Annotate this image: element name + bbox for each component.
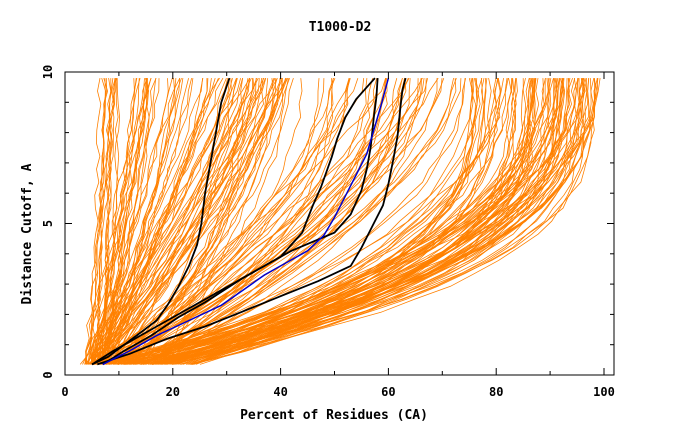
background-series-line — [102, 78, 580, 365]
background-series-line — [152, 78, 478, 365]
background-series-line — [152, 78, 498, 365]
background-series-line — [105, 78, 160, 365]
background-series-line — [111, 77, 423, 365]
background-series-line — [95, 77, 227, 365]
x-tick-label: 60 — [381, 385, 395, 399]
background-series-line — [112, 78, 443, 365]
background-series-line — [88, 77, 386, 365]
x-tick-label: 20 — [166, 385, 180, 399]
background-series-line — [98, 78, 212, 365]
reference-series-line — [102, 77, 390, 366]
background-series-line — [171, 78, 589, 365]
background-series-line — [165, 78, 512, 365]
background-series-line — [94, 77, 457, 365]
highlight-series-model-b — [102, 77, 376, 366]
background-series-line — [107, 78, 120, 365]
background-series-line — [130, 78, 504, 365]
background-series-line — [126, 77, 409, 365]
background-series-line — [94, 77, 410, 365]
background-series-line — [82, 77, 224, 365]
background-series-line — [85, 77, 117, 365]
x-axis-title: Percent of Residues (CA) — [240, 408, 428, 423]
background-series-line — [116, 77, 483, 365]
background-series-line — [109, 78, 427, 365]
background-series-line — [117, 78, 566, 365]
x-tick-label: 0 — [61, 385, 68, 399]
background-series-line — [171, 78, 534, 365]
chart-title: T1000-D2 — [309, 20, 372, 35]
background-series-line — [112, 78, 283, 365]
background-series-line — [125, 78, 233, 365]
highlight-series-model-d — [97, 77, 407, 366]
background-series-line — [143, 78, 419, 365]
background-series-line — [166, 78, 588, 365]
background-series-line — [91, 77, 216, 365]
background-series-group — [79, 77, 601, 365]
background-series-line — [112, 78, 537, 365]
background-series-line — [90, 78, 189, 365]
background-series-line — [193, 78, 550, 365]
background-series-line — [86, 78, 405, 365]
background-series-line — [152, 78, 544, 365]
background-series-line — [119, 78, 274, 365]
background-series-line — [103, 78, 388, 365]
background-series-line — [97, 78, 250, 365]
x-tick-label: 40 — [273, 385, 287, 399]
x-tick-label: 100 — [593, 385, 615, 399]
x-tick-label: 80 — [489, 385, 503, 399]
background-series-line — [179, 78, 590, 365]
background-series-line — [128, 78, 438, 365]
background-series-line — [156, 78, 572, 365]
background-series-line — [102, 78, 112, 365]
background-series-line — [99, 77, 116, 365]
background-series-line — [94, 78, 249, 365]
background-series-line — [128, 78, 518, 365]
background-series-line — [187, 78, 559, 365]
y-axis-title: Distance Cutoff, A — [20, 163, 35, 304]
background-series-line — [89, 78, 194, 365]
background-series-line — [172, 78, 508, 365]
background-series-line — [152, 78, 515, 365]
background-series-line — [87, 78, 116, 365]
background-series-line — [90, 77, 109, 365]
background-series-line — [195, 78, 483, 365]
background-series-line — [121, 78, 253, 365]
y-tick-label: 5 — [41, 220, 55, 227]
background-series-line — [98, 78, 181, 365]
background-series-line — [84, 78, 169, 365]
background-series-line — [154, 78, 334, 365]
y-tick-label: 0 — [41, 371, 55, 378]
highlight-series-group — [91, 77, 407, 366]
background-series-line — [94, 78, 237, 365]
background-series-line — [136, 78, 244, 365]
background-series-line — [123, 78, 425, 365]
background-series-line — [131, 78, 269, 365]
background-series-line — [142, 78, 466, 365]
background-series-line — [140, 78, 560, 365]
background-series-line — [100, 77, 288, 365]
background-series-line — [108, 77, 219, 365]
background-series-line — [110, 78, 257, 365]
y-tick-label: 10 — [41, 65, 55, 79]
background-series-line — [143, 78, 597, 365]
background-series-line — [97, 78, 203, 365]
background-series-line — [89, 78, 232, 365]
background-series-line — [101, 78, 114, 365]
background-series-line — [132, 78, 501, 365]
y-axis-ticks: 0 5 10 — [41, 65, 614, 379]
background-series-line — [91, 78, 485, 365]
x-axis-ticks: 0 20 40 60 80 100 — [61, 72, 615, 399]
background-series-line — [94, 78, 509, 365]
background-series-line — [96, 78, 108, 365]
background-series-line — [105, 78, 121, 365]
background-series-line — [105, 78, 350, 365]
background-series-line — [84, 78, 137, 365]
